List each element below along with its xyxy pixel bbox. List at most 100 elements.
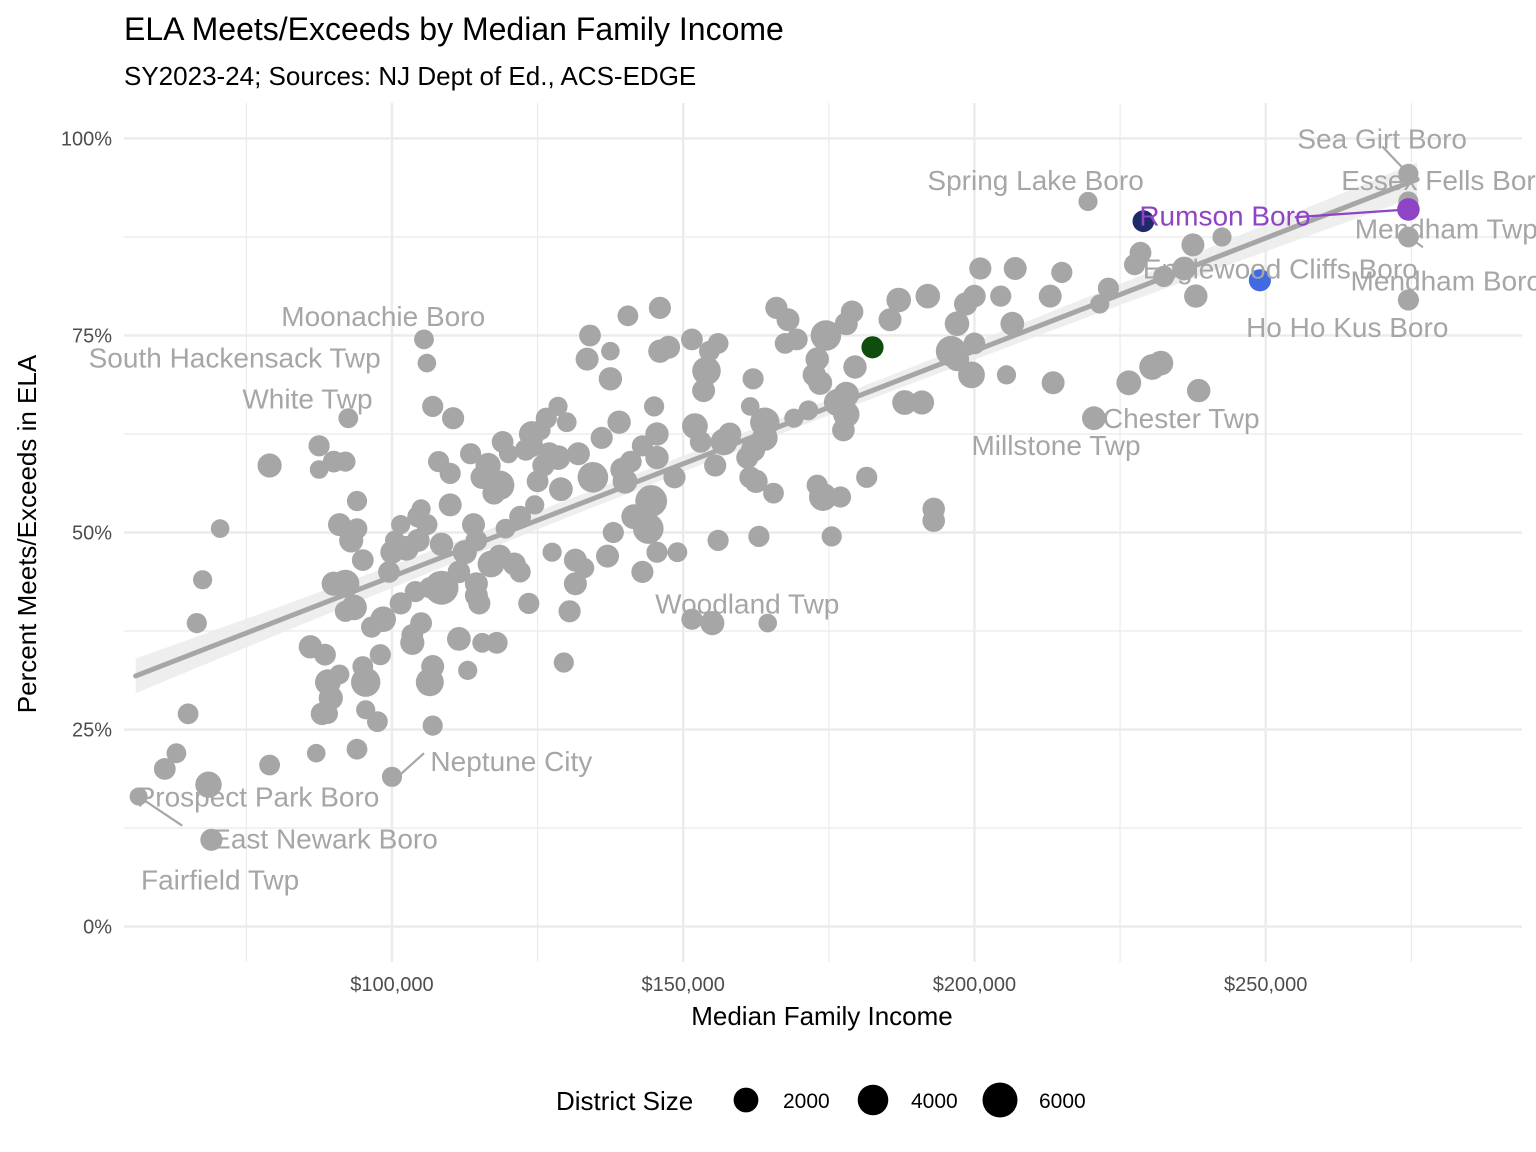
data-point	[329, 664, 350, 685]
data-point	[563, 572, 587, 596]
y-tick-label: 0%	[83, 917, 112, 939]
data-point	[776, 308, 800, 332]
data-point	[417, 353, 437, 373]
data-point	[314, 643, 336, 666]
data-point	[1078, 191, 1098, 212]
data-point	[574, 557, 595, 579]
chart-title: ELA Meets/Exceeds by Median Family Incom…	[124, 11, 784, 47]
data-point	[442, 407, 465, 430]
data-point	[619, 450, 642, 473]
data-point	[579, 324, 601, 347]
data-point	[718, 422, 742, 446]
data-point	[1187, 378, 1211, 403]
data-point	[996, 365, 1017, 385]
y-tick-label: 100%	[61, 128, 112, 150]
data-point	[367, 711, 388, 732]
highlight-point	[1248, 269, 1271, 292]
data-point	[821, 526, 842, 547]
data-point	[809, 483, 837, 511]
data-point	[922, 509, 945, 532]
data-point	[758, 613, 777, 633]
data-point	[1003, 257, 1027, 280]
data-point	[646, 541, 668, 563]
data-point	[553, 652, 574, 673]
data-point	[577, 462, 609, 493]
data-point	[744, 469, 768, 493]
data-point	[657, 335, 681, 359]
data-point	[458, 660, 478, 681]
data-point	[707, 333, 729, 354]
annotation-label: Ho Ho Kus Boro	[1246, 312, 1448, 343]
y-axis-label: Percent Meets/Exceeds in ELA	[12, 354, 42, 713]
data-point	[318, 685, 343, 711]
data-point	[763, 482, 784, 504]
data-point	[633, 513, 664, 544]
data-point	[177, 703, 199, 725]
data-point	[410, 612, 432, 634]
data-point	[391, 515, 411, 535]
leader-line	[1381, 145, 1410, 175]
data-point	[416, 514, 438, 536]
data-point	[447, 560, 471, 584]
legend-label: 4000	[911, 1090, 958, 1113]
data-point	[748, 525, 770, 548]
data-point	[545, 445, 571, 470]
data-point	[548, 396, 568, 416]
data-point	[166, 743, 187, 764]
data-point	[257, 453, 282, 478]
leader-line	[1407, 236, 1424, 249]
data-point	[335, 451, 356, 472]
data-point	[909, 390, 935, 415]
annotation-label: Rumson Boro	[1139, 201, 1310, 232]
data-point	[351, 667, 381, 697]
data-point	[1184, 284, 1208, 308]
data-point	[485, 631, 508, 654]
data-point	[1148, 350, 1174, 376]
data-point	[843, 355, 867, 379]
annotation-label: Prospect Park Boro	[137, 782, 380, 813]
data-point	[1051, 261, 1073, 283]
data-point	[892, 390, 917, 415]
leader-line	[137, 795, 183, 827]
data-point	[1097, 277, 1119, 299]
data-point	[667, 542, 688, 563]
x-tick-label: $250,000	[1224, 974, 1307, 996]
data-point	[422, 715, 443, 736]
legend-key	[733, 1087, 759, 1113]
data-point	[808, 370, 833, 395]
data-point	[468, 592, 491, 615]
data-point	[915, 283, 941, 309]
data-point	[645, 445, 669, 470]
data-point	[648, 296, 672, 319]
data-point	[153, 758, 176, 780]
annotation-label: Fairfield Twp	[141, 864, 299, 895]
x-tick-label: $200,000	[933, 974, 1016, 996]
data-point	[346, 490, 368, 512]
data-point	[549, 477, 573, 502]
x-tick-label: $100,000	[350, 974, 433, 996]
data-point	[1038, 284, 1062, 308]
data-point	[369, 644, 391, 666]
legend-title: District Size	[556, 1086, 693, 1116]
data-point	[1181, 233, 1205, 257]
size-legend: District Size 2000 4000 6000	[556, 1082, 1086, 1118]
data-point	[692, 356, 721, 386]
data-point	[644, 396, 665, 417]
data-point	[963, 284, 986, 308]
annotation-label: Essex Fells Boro	[1341, 165, 1536, 196]
data-point	[1397, 289, 1419, 311]
data-point	[969, 257, 992, 280]
annotation-label: Millstone Twp	[971, 430, 1140, 461]
data-point	[351, 549, 374, 571]
data-point	[1212, 227, 1232, 247]
x-tick-label: $150,000	[641, 974, 724, 996]
data-point	[990, 285, 1012, 307]
annotation-label: East Newark Boro	[212, 823, 438, 854]
data-point	[681, 608, 703, 630]
data-point	[635, 485, 668, 517]
data-point	[439, 462, 461, 484]
data-point	[856, 466, 878, 488]
data-point	[1000, 311, 1025, 336]
data-point	[596, 544, 619, 568]
x-axis-ticks: $100,000 $150,000 $200,000 $250,000	[350, 974, 1307, 996]
